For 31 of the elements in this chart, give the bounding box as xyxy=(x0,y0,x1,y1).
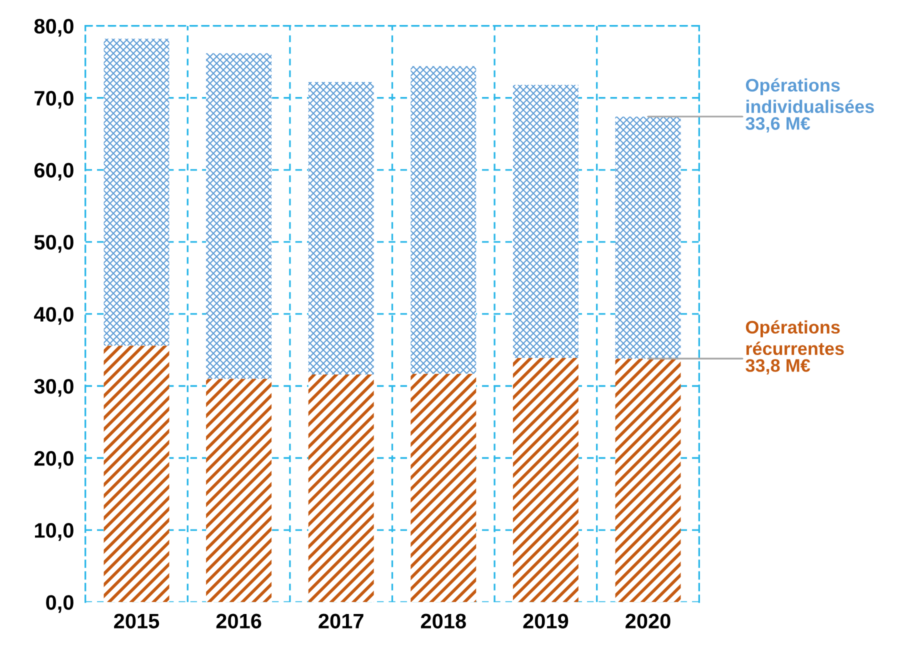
x-tick-label: 2016 xyxy=(216,614,262,628)
y-tick-label: 40,0 xyxy=(34,306,74,325)
text: Opérations individualisées xyxy=(746,78,874,114)
y-tick-label: 30,0 xyxy=(34,378,74,397)
bar xyxy=(512,84,578,358)
annotation: 33,6 M€ xyxy=(746,117,810,132)
bar xyxy=(308,82,374,374)
bar xyxy=(308,374,374,602)
x-tick-label: 2019 xyxy=(523,614,568,628)
annotation: 33,8 M€ xyxy=(746,359,810,374)
bar xyxy=(410,374,476,602)
x-tick-label: 2017 xyxy=(318,614,364,628)
x-tick-label: 2020 xyxy=(626,614,670,628)
x-tick-label: 2018 xyxy=(420,614,466,628)
y-tick-label: 70,0 xyxy=(34,90,74,109)
y-tick-label: 60,0 xyxy=(34,162,74,181)
bar xyxy=(206,53,272,379)
bar xyxy=(615,358,681,602)
bar xyxy=(104,346,170,602)
y-tick-label: 0,0 xyxy=(46,595,74,613)
bar xyxy=(615,116,681,359)
bar xyxy=(104,38,170,346)
x-tick-label: 2015 xyxy=(114,614,160,628)
bar xyxy=(512,358,578,602)
bar xyxy=(410,66,476,374)
y-tick-label: 20,0 xyxy=(34,451,74,469)
y-tick-label: 10,0 xyxy=(35,523,74,541)
bar xyxy=(206,378,272,602)
y-tick-label: 50,0 xyxy=(34,234,74,253)
y-tick-label: 80,0 xyxy=(34,18,74,37)
text: Opérations récurrentes xyxy=(746,320,844,356)
